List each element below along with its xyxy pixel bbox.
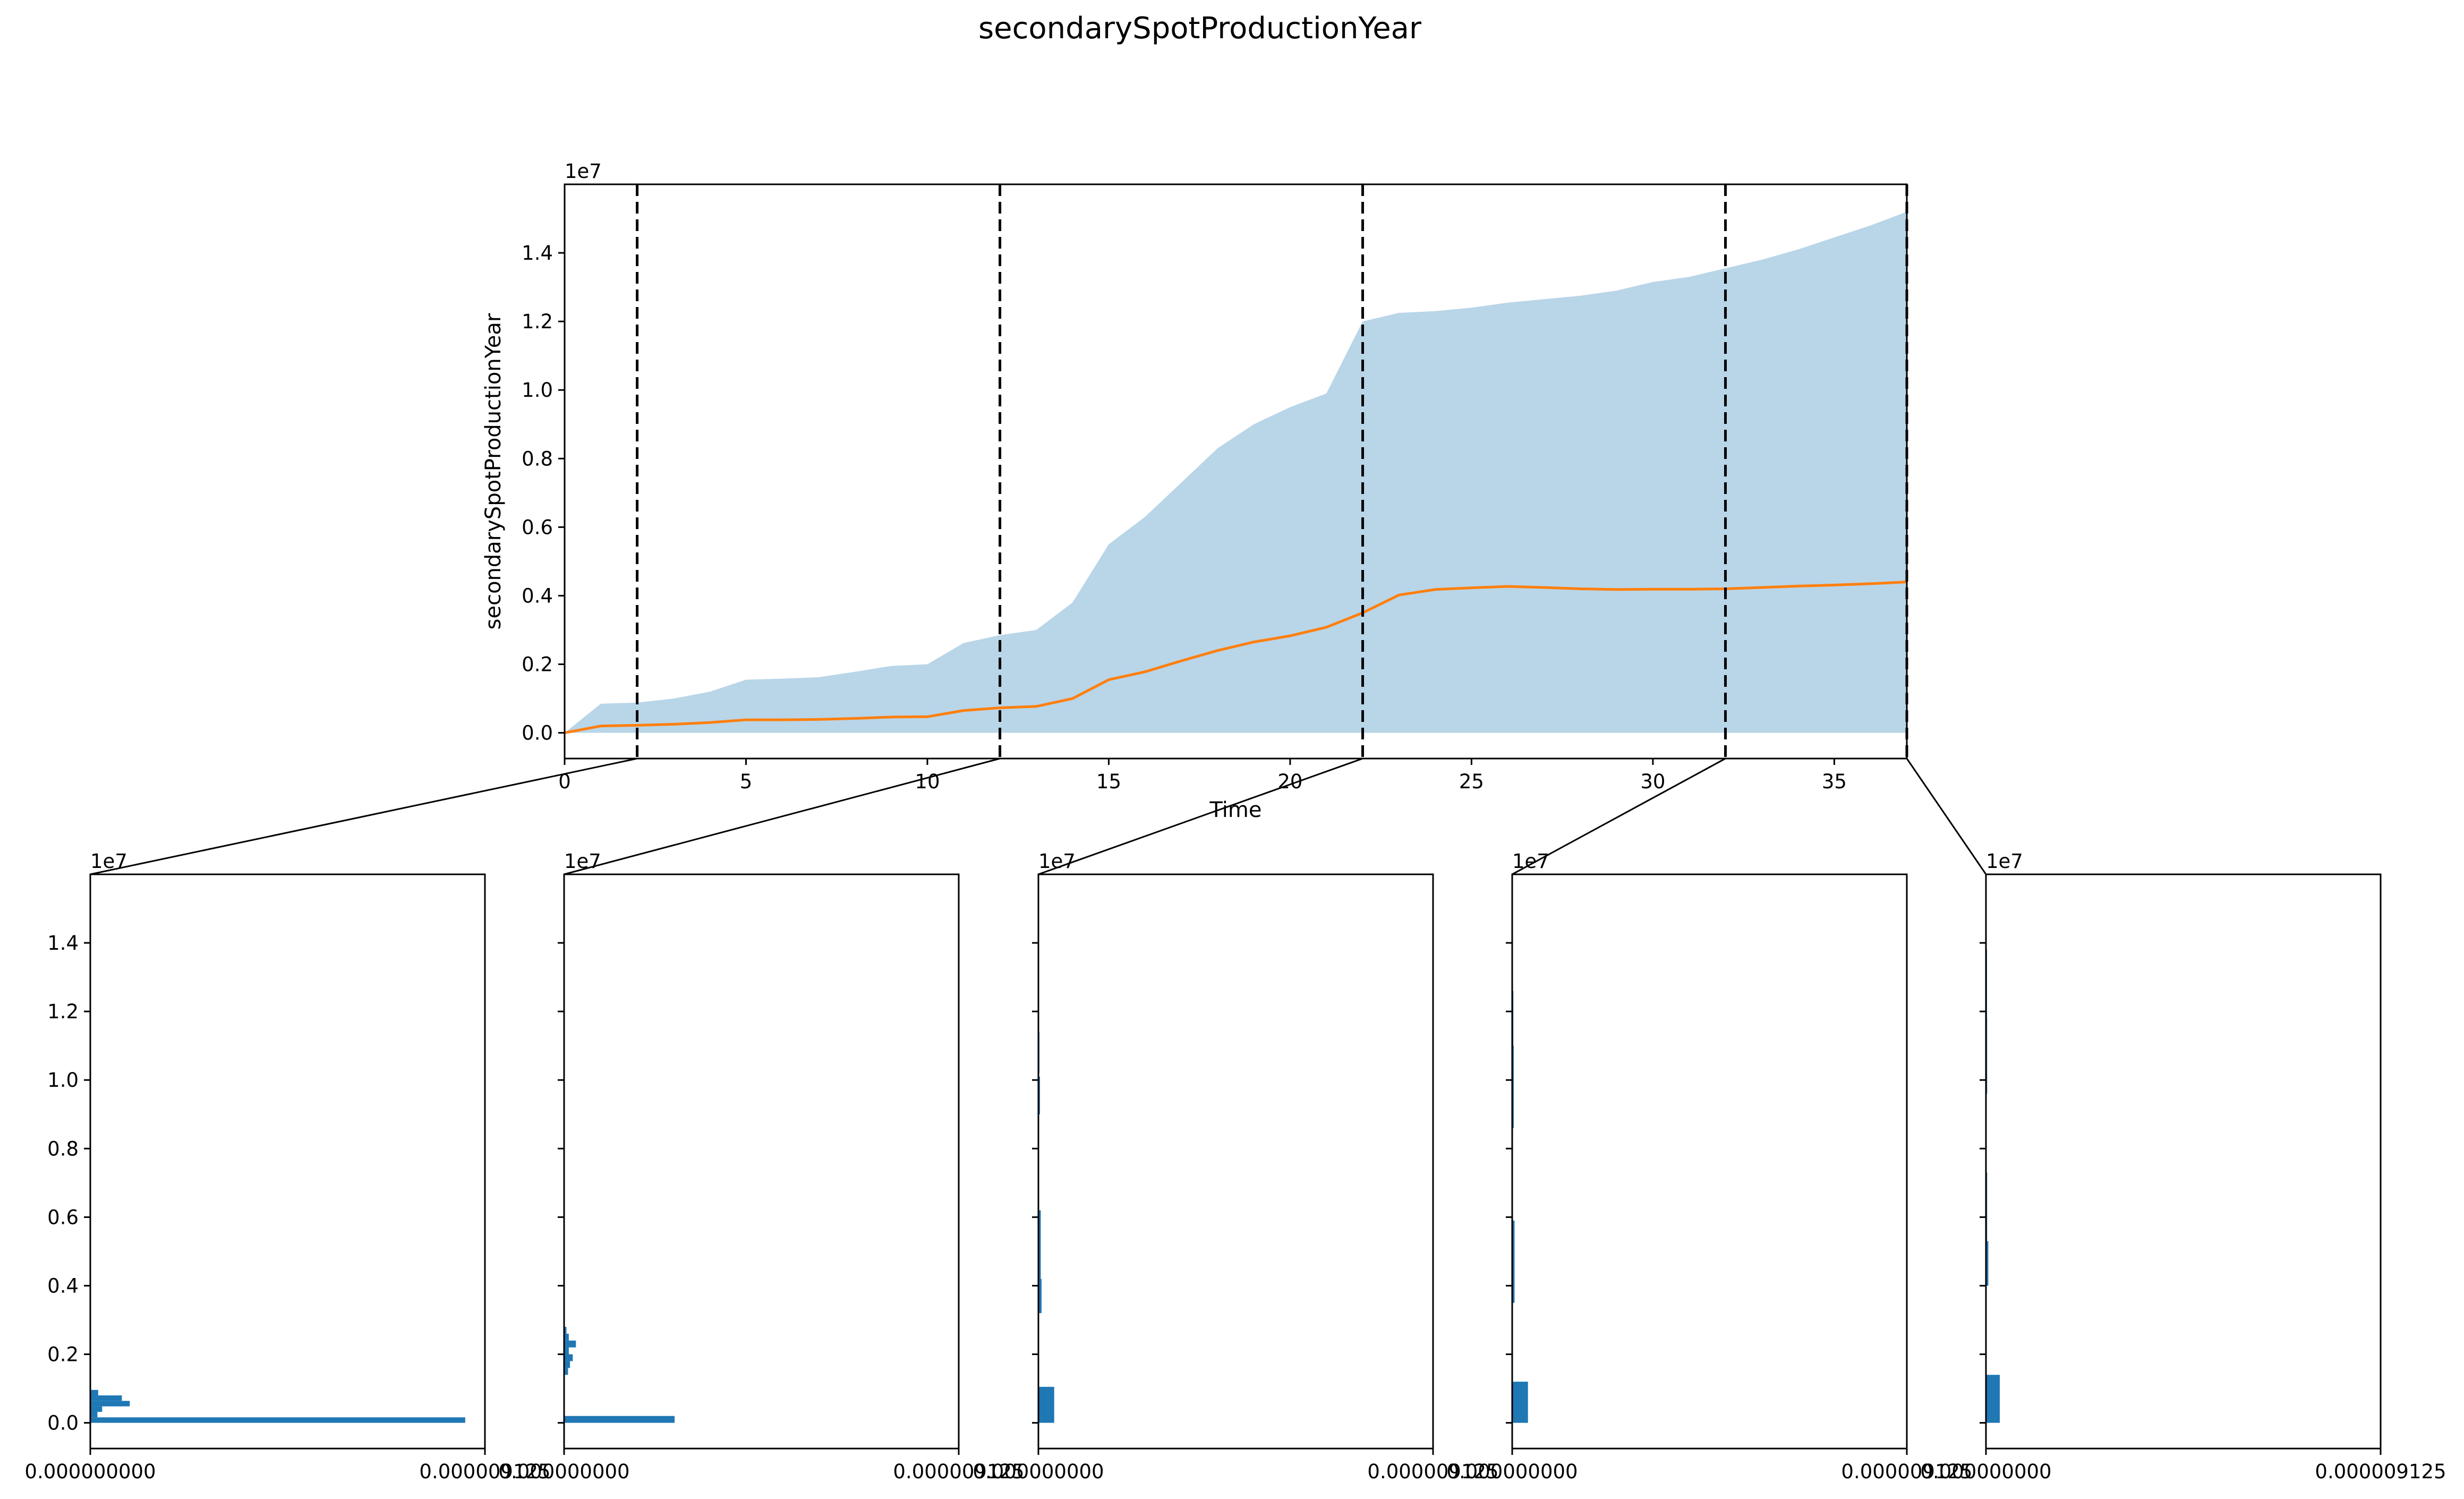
hist-panel-1: 0.000000000 0.000009125 1e7: [498, 850, 1024, 1483]
hist-bar: [90, 1395, 122, 1401]
x-tick-label: 15: [1096, 770, 1121, 793]
connector-line: [1512, 757, 1726, 875]
hist-bar: [564, 1368, 568, 1375]
panel-y-tick-label: 1.0: [47, 1069, 79, 1092]
hist-panel-3: 0.000000000 0.000009125 1e7: [1446, 850, 1972, 1483]
panel-y-tick-label: 0.2: [47, 1343, 79, 1366]
connector-line: [564, 757, 1000, 875]
panel-x-tick-label: 0.000009125: [1841, 1460, 1972, 1483]
hist-bar: [1038, 1279, 1042, 1314]
hist-bar: [90, 1417, 465, 1423]
y-tick-label: 0.6: [522, 516, 553, 539]
panel-x-tick-label: 0.000000000: [1446, 1460, 1578, 1483]
panel-frame: [1511, 873, 1908, 1450]
panel-x-tick-label: 0.000000000: [24, 1460, 156, 1483]
main-frame: [564, 183, 1908, 760]
hist-bar: [1986, 1241, 1989, 1286]
x-tick-label: 30: [1640, 770, 1665, 793]
hist-bar: [564, 1340, 576, 1348]
main-axes: 0 5 10 15 20 25 30 350.00.20.40.60.81.01.21.41e…: [481, 160, 1908, 822]
panel-frame: [1037, 873, 1434, 1450]
panel-offset-text: 1e7: [1512, 850, 1549, 873]
panel-y-tick-label: 0.8: [47, 1137, 79, 1160]
panel-x-tick-label: 0.000009125: [2315, 1460, 2446, 1483]
hist-bar: [90, 1390, 98, 1395]
connector-line: [1906, 758, 1987, 875]
histogram-panels: 0.00.20.40.60.81.01.21.40.000000000 0.000…: [24, 850, 2446, 1483]
hist-bar: [564, 1354, 573, 1361]
offset-text: 1e7: [565, 160, 602, 183]
hist-bar: [90, 1406, 103, 1412]
y-tick-label: 0.8: [522, 447, 553, 470]
panel-y-tick-label: 0.6: [47, 1206, 79, 1229]
mean-line: [564, 581, 1907, 735]
x-tick-label: 35: [1822, 770, 1847, 793]
panel-frame: [89, 873, 486, 1450]
hist-bar: [564, 1326, 567, 1334]
panel-x-tick-label: 0.000000000: [498, 1460, 629, 1483]
y-tick-label: 1.4: [522, 242, 553, 265]
y-tick-label: 0.2: [522, 653, 553, 676]
panel-y-tick-label: 1.4: [47, 932, 79, 955]
y-axis-label: secondarySpotProductionYear: [481, 313, 506, 629]
hist-panel-4: 0.000000000 0.000009125 1e7: [1920, 850, 2446, 1483]
y-tick-label: 0.4: [522, 584, 553, 607]
hist-bar: [1986, 1375, 2000, 1423]
panel-offset-text: 1e7: [564, 850, 601, 873]
hist-bar: [564, 1347, 569, 1355]
hist-bar: [564, 1416, 675, 1423]
panel-x-tick-label: 0.000009125: [419, 1460, 550, 1483]
zoom-connectors: [90, 757, 1987, 875]
y-tick-label: 1.0: [522, 379, 553, 402]
range-band: [565, 211, 1907, 733]
panel-frame: [563, 873, 960, 1450]
panel-y-tick-label: 1.2: [47, 1000, 79, 1023]
y-tick-label: 0.0: [522, 722, 553, 745]
x-tick-label: 5: [740, 770, 753, 793]
hist-bar: [1512, 1220, 1515, 1303]
panel-offset-text: 1e7: [1986, 850, 2023, 873]
panel-y-tick-label: 0.4: [47, 1274, 79, 1297]
panel-offset-text: 1e7: [1038, 850, 1076, 873]
panel-frame: [1985, 873, 2382, 1450]
hist-bar: [564, 1361, 570, 1368]
hist-bar: [1038, 1386, 1054, 1423]
panel-offset-text: 1e7: [90, 850, 127, 873]
hist-bar: [90, 1401, 130, 1407]
hist-bar: [90, 1411, 98, 1418]
panel-x-tick-label: 0.000009125: [893, 1460, 1024, 1483]
hist-panel-0: 0.0 0.2 0.4 0.6 0.8 1.0 1.2 1.4 0.000000000 0.000…: [24, 850, 550, 1483]
hist-bar: [564, 1333, 569, 1341]
x-tick-label: 25: [1459, 770, 1484, 793]
x-tick-label: 10: [915, 770, 940, 793]
hist-bar: [1512, 1382, 1528, 1423]
y-tick-label: 1.2: [522, 310, 553, 333]
panel-x-tick-label: 0.000000000: [973, 1460, 1104, 1483]
hist-bar: [1038, 1210, 1041, 1279]
connector-line: [90, 757, 637, 875]
panel-x-tick-label: 0.000009125: [1367, 1460, 1498, 1483]
panel-x-tick-label: 0.000000000: [1920, 1460, 2051, 1483]
x-tick-label: 0: [558, 770, 571, 793]
hist-panel-2: 0.000000000 0.000009125 1e7: [973, 850, 1498, 1483]
connector-line: [1038, 757, 1363, 875]
chart-title: secondarySpotProductionYear: [978, 11, 1422, 46]
panel-y-tick-label: 0.0: [47, 1412, 79, 1435]
